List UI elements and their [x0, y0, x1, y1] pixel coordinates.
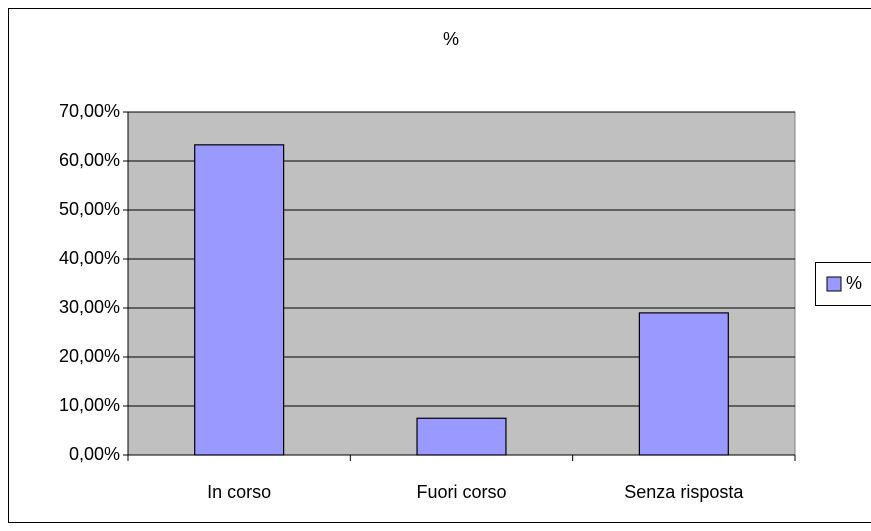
x-tick-label: Senza risposta — [624, 482, 744, 502]
y-tick-label: 0,00% — [69, 444, 120, 464]
y-tick-label: 20,00% — [59, 346, 120, 366]
x-tick-label: In corso — [207, 482, 271, 502]
legend-swatch — [826, 276, 842, 292]
y-tick-label: 60,00% — [59, 150, 120, 170]
legend-box — [815, 262, 871, 306]
y-tick-label: 50,00% — [59, 199, 120, 219]
bar — [194, 144, 285, 456]
legend-label: % — [846, 273, 862, 293]
chart-title: % — [443, 29, 459, 49]
y-tick-label: 30,00% — [59, 297, 120, 317]
bar — [638, 312, 729, 456]
y-tick-label: 70,00% — [59, 101, 120, 121]
x-tick-label: Fuori corso — [416, 482, 506, 502]
y-tick-label: 10,00% — [59, 395, 120, 415]
y-tick-label: 40,00% — [59, 248, 120, 268]
bar — [416, 417, 507, 456]
